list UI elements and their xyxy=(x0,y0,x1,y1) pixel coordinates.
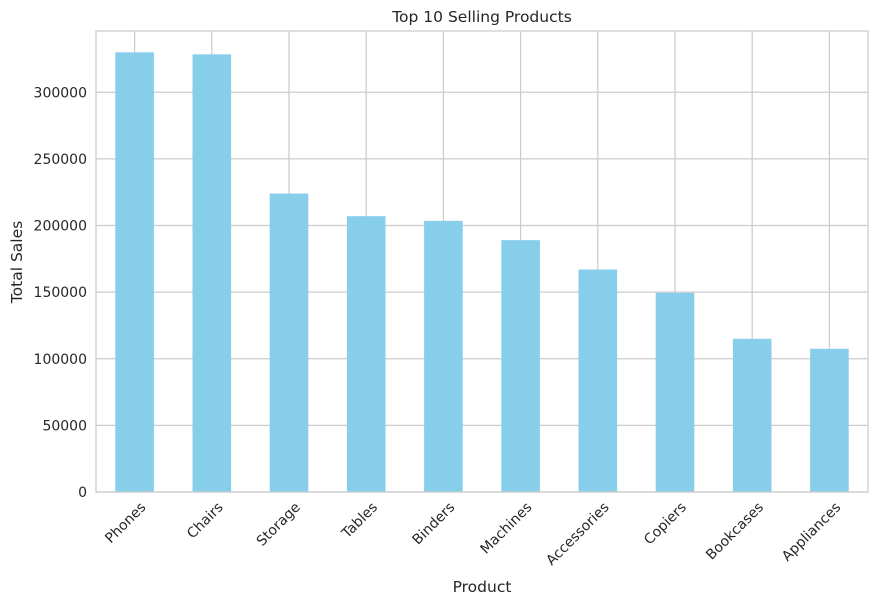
bar-binders xyxy=(424,220,463,492)
chart-title: Top 10 Selling Products xyxy=(391,8,572,26)
bar-tables xyxy=(346,216,386,493)
bar-phones xyxy=(115,52,154,492)
bar-accessories xyxy=(578,269,618,492)
bar-appliances xyxy=(810,348,849,492)
y-axis-label: Total Sales xyxy=(8,221,26,304)
y-tick-label: 150000 xyxy=(34,285,87,301)
bar-copiers xyxy=(655,292,695,492)
bar-machines xyxy=(501,240,540,492)
bar-chairs xyxy=(192,54,232,493)
y-tick-label: 250000 xyxy=(34,152,87,168)
x-axis-label: Product xyxy=(453,578,512,596)
y-tick-label: 50000 xyxy=(42,418,87,434)
y-tick-label: 100000 xyxy=(34,352,87,368)
bar-bookcases xyxy=(732,338,772,492)
y-tick-labels: 0 50000 100000 150000 200000 250000 300000 xyxy=(34,85,87,501)
y-tick-label: 300000 xyxy=(34,85,87,101)
y-tick-label: 0 xyxy=(78,485,87,501)
plot-frame xyxy=(95,30,869,493)
bar-storage xyxy=(269,193,309,492)
bars xyxy=(115,52,849,493)
y-tick-label: 200000 xyxy=(34,219,87,235)
